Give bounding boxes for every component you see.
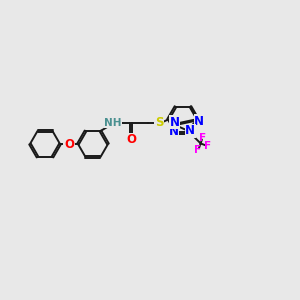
Text: N: N [194,115,204,128]
Text: N: N [169,125,179,138]
Text: N: N [170,116,180,129]
Text: S: S [155,116,163,129]
Text: F: F [199,133,206,143]
Text: NH: NH [104,118,122,128]
Text: F: F [204,142,211,152]
Text: F: F [194,145,201,155]
Text: N: N [185,124,195,137]
Text: O: O [64,137,74,151]
Text: O: O [126,133,136,146]
